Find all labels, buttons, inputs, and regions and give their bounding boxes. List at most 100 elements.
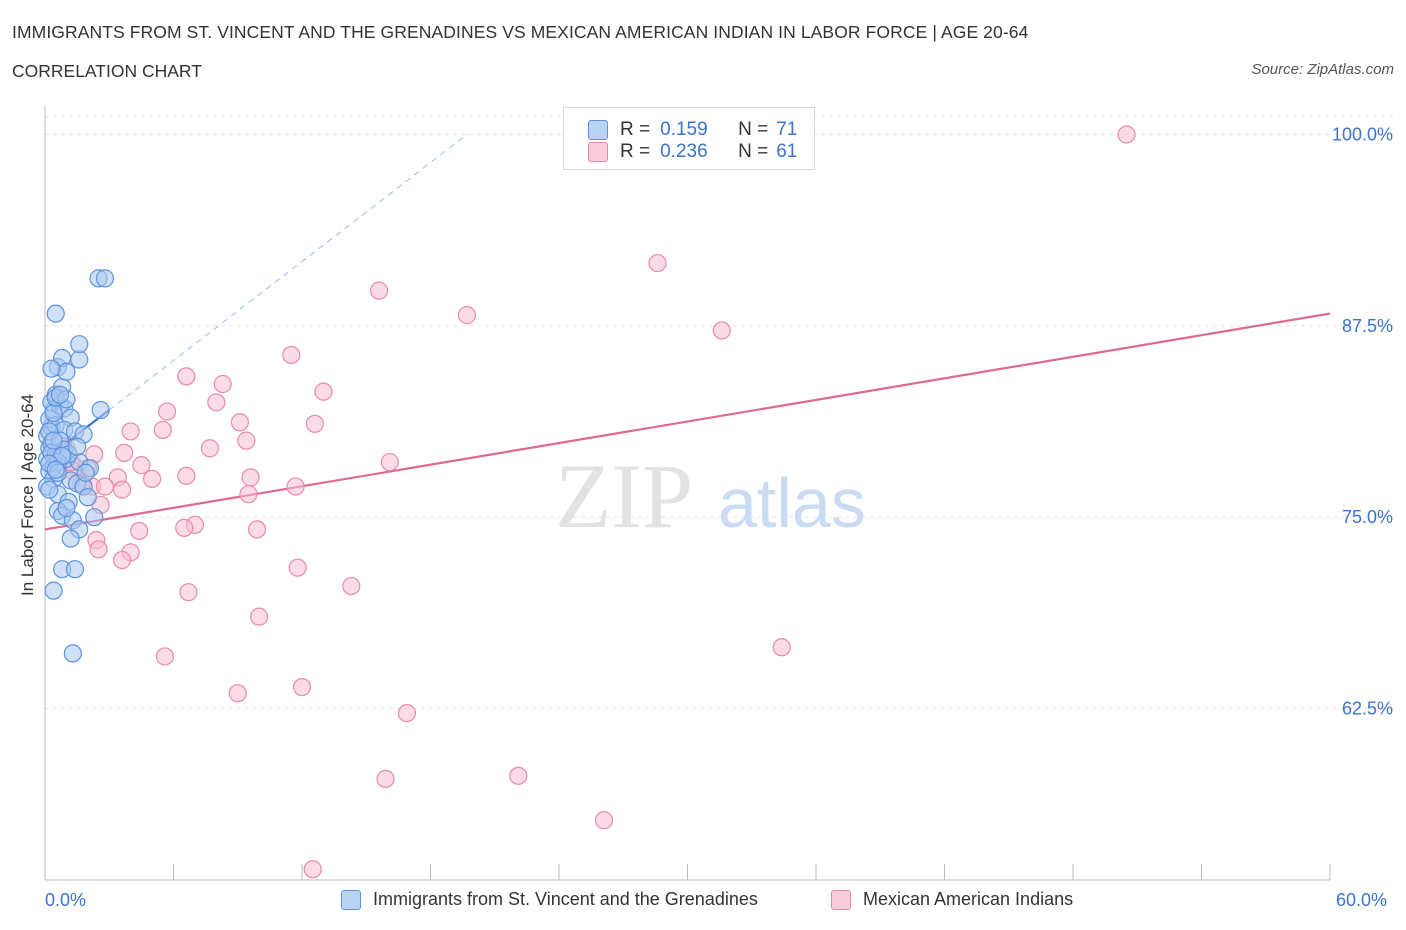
y-tick-labels: 100.0% 87.5% 75.0% 62.5%	[1332, 125, 1393, 719]
data-point-pink	[89, 540, 108, 559]
stats-legend: R = 0.159 N = 71 R = 0.236 N = 61	[563, 107, 815, 170]
data-point-pink	[239, 485, 258, 504]
n-label: N =	[738, 119, 769, 140]
data-point-pink	[397, 703, 417, 723]
data-point-blue	[40, 480, 59, 499]
data-point-pink	[112, 550, 132, 570]
data-point-blue	[70, 350, 89, 369]
series-st-vincent-grenadines	[38, 269, 115, 663]
data-point-pink	[228, 684, 247, 703]
r-label: R =	[620, 119, 651, 140]
data-point-blue	[63, 644, 82, 663]
y-tick-label: 75.0%	[1342, 507, 1393, 527]
data-point-blue	[46, 460, 65, 479]
blue-n-value: 71	[776, 119, 798, 140]
data-point-blue	[70, 335, 89, 354]
data-point-pink	[177, 466, 196, 485]
watermark: ZIP atlas	[555, 445, 866, 547]
data-point-pink	[207, 393, 226, 412]
data-point-blue	[78, 488, 97, 507]
data-point-pink	[712, 321, 731, 340]
data-point-blue	[95, 269, 115, 288]
r-label: R =	[620, 141, 651, 162]
data-point-blue	[76, 463, 95, 482]
data-point-pink	[130, 521, 149, 541]
data-point-pink	[112, 480, 132, 499]
watermark-atlas: atlas	[718, 464, 866, 542]
legend-item-blue: Immigrants from St. Vincent and the Gren…	[341, 889, 758, 910]
watermark-zip: ZIP	[555, 445, 693, 547]
data-point-pink	[115, 443, 134, 462]
blue-swatch	[588, 120, 608, 140]
y-tick-label: 87.5%	[1342, 316, 1393, 336]
source-label: Source: ZipAtlas.com	[1251, 61, 1394, 78]
data-point-pink	[177, 367, 196, 386]
data-point-blue	[68, 437, 87, 456]
data-point-pink	[303, 860, 322, 879]
data-point-pink	[121, 422, 140, 441]
data-point-blue	[44, 581, 63, 600]
data-point-pink	[142, 469, 162, 488]
legend-label-blue: Immigrants from St. Vincent and the Gren…	[373, 889, 758, 909]
data-point-pink	[237, 431, 256, 450]
data-point-blue	[42, 359, 61, 378]
data-point-blue	[44, 403, 63, 423]
pink-swatch	[588, 142, 608, 162]
data-point-pink	[286, 477, 305, 496]
data-point-pink	[376, 769, 395, 789]
y-axis-label: In Labor Force | Age 20-64	[18, 394, 37, 596]
legend-item-pink: Mexican American Indians	[831, 889, 1073, 910]
data-point-blue	[91, 400, 110, 420]
x-tick-min: 0.0%	[45, 890, 87, 910]
blue-r-value: 0.159	[660, 119, 708, 140]
data-point-blue	[46, 304, 65, 323]
data-point-pink	[247, 520, 267, 539]
pink-swatch	[831, 889, 851, 910]
data-point-pink	[155, 647, 175, 666]
legend-label-pink: Mexican American Indians	[863, 889, 1074, 909]
data-point-pink	[1117, 125, 1136, 144]
data-point-pink	[179, 583, 198, 602]
n-label: N =	[738, 141, 769, 162]
blue-swatch	[341, 889, 361, 910]
data-point-blue	[50, 385, 70, 404]
data-point-blue	[44, 431, 63, 450]
chart-subtitle: CORRELATION CHART	[12, 61, 202, 81]
data-point-pink	[457, 306, 477, 325]
series-legend: Immigrants from St. Vincent and the Gren…	[0, 889, 1406, 915]
data-point-pink	[288, 558, 307, 577]
pink-n-value: 61	[776, 141, 798, 162]
x-tick-max: 60.0%	[1336, 890, 1388, 910]
data-point-pink	[292, 677, 312, 697]
data-point-pink	[200, 439, 220, 458]
trend-line-pink	[44, 312, 1331, 531]
data-point-pink	[213, 374, 232, 394]
data-point-pink	[250, 607, 269, 626]
data-point-pink	[509, 766, 528, 785]
series-mexican-american-indians	[46, 125, 1136, 879]
data-point-pink	[594, 811, 614, 830]
data-point-pink	[132, 456, 151, 475]
data-point-pink	[648, 253, 667, 273]
data-point-blue	[65, 560, 85, 579]
data-point-pink	[772, 638, 791, 657]
data-point-pink	[370, 281, 389, 300]
data-point-blue	[85, 508, 104, 527]
chart-title: IMMIGRANTS FROM ST. VINCENT AND THE GREN…	[12, 22, 1029, 42]
stats-row-pink: R = 0.236 N = 61	[588, 140, 797, 164]
data-point-blue	[57, 498, 76, 518]
data-point-pink	[342, 576, 361, 596]
data-point-pink	[95, 477, 115, 496]
data-point-pink	[282, 345, 301, 365]
data-point-pink	[153, 420, 172, 440]
data-point-pink	[380, 452, 399, 472]
grid-lines	[45, 116, 1395, 709]
y-tick-label: 62.5%	[1342, 699, 1393, 719]
data-point-blue	[61, 529, 80, 548]
data-point-blue	[57, 362, 76, 381]
data-point-pink	[175, 518, 194, 537]
stats-row-blue: R = 0.159 N = 71	[588, 118, 797, 142]
data-point-pink	[230, 413, 249, 432]
pink-r-value: 0.236	[660, 141, 708, 162]
